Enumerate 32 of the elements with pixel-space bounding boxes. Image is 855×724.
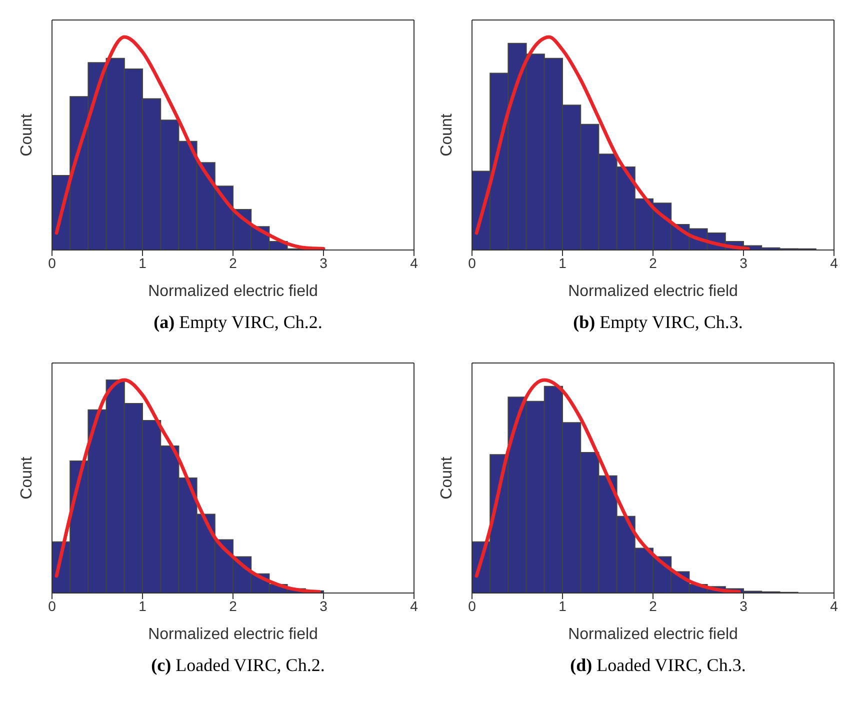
text: (a) Empty VIRC, Ch.2.	[152, 312, 324, 333]
x-tick-label: 4	[410, 598, 418, 614]
text: (c) Loaded VIRC, Ch.2.	[150, 655, 326, 676]
x-axis-title: Normalized electric field	[568, 626, 738, 643]
x-tick-label: 1	[558, 598, 567, 614]
x-tick-label: 1	[558, 254, 567, 271]
text: (d) Loaded VIRC, Ch.3.	[569, 655, 747, 676]
x-tick-label: 1	[138, 254, 147, 271]
x-axis-title: Normalized electric field	[148, 283, 318, 300]
y-axis-title: Count	[438, 113, 456, 156]
y-axis-title: Count	[18, 456, 36, 500]
x-tick-label: 2	[229, 254, 238, 271]
x-tick-label: 2	[229, 598, 238, 614]
x-tick-label: 4	[830, 254, 838, 271]
x-tick-label: 0	[468, 254, 476, 271]
y-axis-title: Count	[438, 456, 456, 500]
text: (b) Empty VIRC, Ch.3.	[572, 312, 744, 333]
x-tick-label: 4	[830, 598, 838, 614]
x-tick-label: 3	[740, 598, 748, 614]
x-tick-label: 2	[649, 598, 658, 614]
x-axis-title: Normalized electric field	[568, 283, 738, 300]
x-tick-label: 0	[48, 598, 56, 614]
x-tick-label: 2	[649, 254, 658, 271]
x-tick-label: 1	[138, 598, 147, 614]
x-tick-label: 0	[48, 254, 56, 271]
x-tick-label: 3	[320, 254, 328, 271]
y-axis-title: Count	[18, 113, 36, 156]
x-tick-label: 4	[410, 254, 418, 271]
x-tick-label: 3	[320, 598, 328, 614]
x-tick-label: 0	[468, 598, 476, 614]
x-axis-title: Normalized electric field	[148, 626, 318, 643]
x-tick-label: 3	[740, 254, 748, 271]
